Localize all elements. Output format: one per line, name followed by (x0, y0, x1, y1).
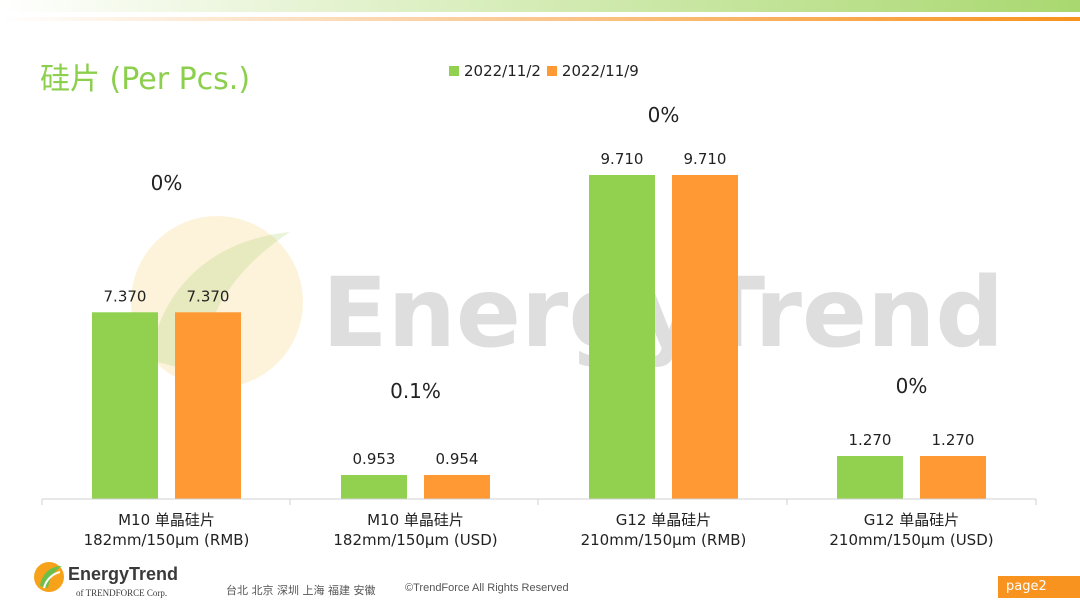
bar-nov9-cat2 (424, 474, 490, 499)
data-label: 0.954 (436, 450, 479, 468)
legend-item-1: 2022/11/2 (449, 62, 541, 80)
legend-label: 2022/11/9 (561, 62, 639, 80)
top-decoration-bar (0, 0, 1080, 22)
data-label: 9.710 (684, 150, 727, 168)
bar-nov9-cat3 (672, 175, 738, 499)
data-label: 1.270 (849, 431, 892, 449)
category-label: M10 单晶硅片 (367, 511, 464, 529)
bar-nov2-cat1 (92, 312, 158, 499)
category-label: M10 单晶硅片 (118, 511, 215, 529)
footer-copyright: ©TrendForce All Rights Reserved (405, 582, 569, 594)
category-label: G12 单晶硅片 (864, 511, 959, 529)
change-label: 0% (648, 103, 680, 127)
legend-label: 2022/11/2 (464, 62, 541, 80)
data-labels: 7.370 7.370 0% M10 单晶硅片 182mm/150µm (RMB) 0.9… (84, 103, 994, 549)
footer-cities: 台北 北京 深圳 上海 福建 安徽 (226, 584, 376, 597)
legend-item-2: 2022/11/9 (546, 62, 639, 80)
category-label: 182mm/150µm (RMB) (84, 531, 250, 549)
page-title: 硅片 (Per Pcs.) (40, 62, 251, 97)
data-label: 1.270 (932, 431, 975, 449)
category-label: 210mm/150µm (USD) (829, 531, 993, 549)
category-label: 182mm/150µm (USD) (333, 531, 497, 549)
legend-swatch (449, 66, 459, 76)
chart-legend: 2022/11/2 2022/11/9 (449, 62, 645, 80)
bar-nov2-cat3 (589, 175, 655, 499)
category-label: G12 单晶硅片 (616, 511, 711, 529)
page-number-badge: page2 (998, 576, 1080, 598)
bar-nov2-cat4 (837, 456, 903, 499)
green-gradient-band (0, 0, 1080, 12)
bar-series-group (92, 175, 986, 499)
change-label: 0% (151, 171, 183, 195)
data-label: 0.953 (353, 450, 396, 468)
category-label: 210mm/150µm (RMB) (581, 531, 747, 549)
data-label: 7.370 (187, 287, 230, 305)
legend-swatch (546, 66, 557, 76)
x-axis (41, 498, 1037, 505)
change-label: 0% (896, 374, 928, 398)
leaf-logo-icon (34, 562, 64, 592)
logo-brand-name: EnergyTrend (68, 564, 179, 584)
watermark-sun-icon (131, 216, 303, 388)
watermark: EnergyTrend (131, 216, 1004, 388)
bar-nov2-cat2 (341, 474, 407, 499)
bar-nov9-cat1 (175, 312, 241, 499)
logo-subtitle: of TRENDFORCE Corp. (76, 588, 168, 598)
data-label: 7.370 (104, 287, 147, 305)
bar-nov9-cat4 (920, 456, 986, 499)
energytrend-logo: EnergyTrend of TRENDFORCE Corp. (32, 558, 202, 604)
orange-gradient-line (0, 17, 1080, 21)
change-label: 0.1% (390, 379, 441, 403)
watermark-text: EnergyTrend (322, 257, 1004, 369)
data-label: 9.710 (601, 150, 644, 168)
